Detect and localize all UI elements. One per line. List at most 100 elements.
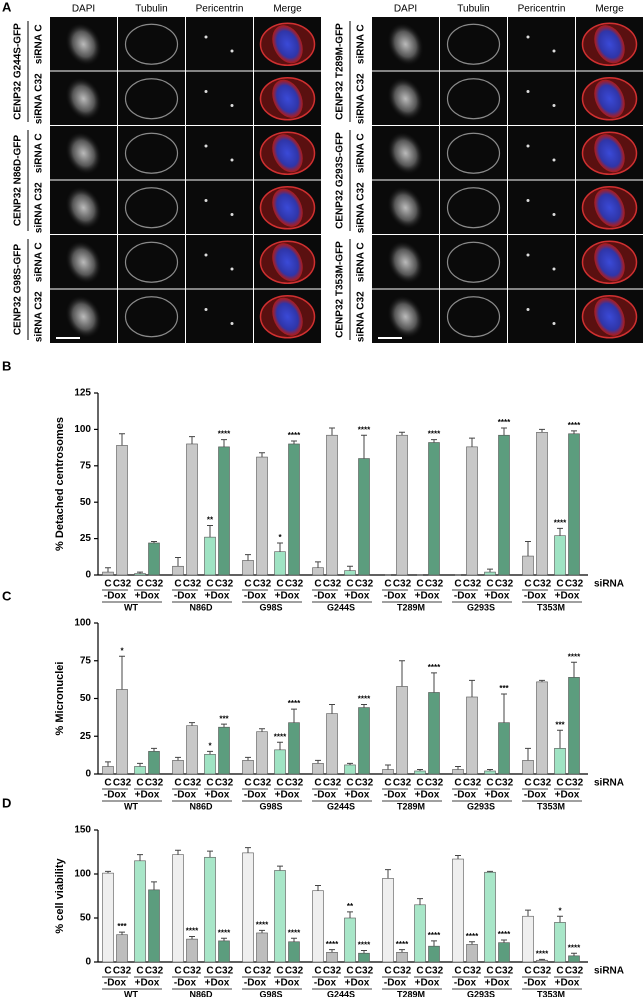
- bar: [396, 434, 408, 576]
- bar: [116, 689, 128, 775]
- error-bar: [137, 854, 143, 861]
- bar-label: C32: [355, 778, 374, 789]
- construct-label: CENP32 N86D-GFP: [13, 135, 24, 226]
- bar-label: C: [524, 579, 531, 590]
- spindle: [124, 296, 179, 338]
- micrograph: [118, 289, 185, 343]
- significance: ****: [428, 931, 441, 940]
- bar: [358, 952, 370, 963]
- bar-label: C32: [565, 778, 584, 789]
- bar-label: C32: [183, 966, 202, 977]
- significance: ****: [428, 663, 441, 672]
- x-tick-label: WT: [124, 989, 138, 997]
- construct-label: CENP32 G98S-GFP: [13, 244, 24, 335]
- bar: [466, 446, 478, 576]
- dox-label: +Dox: [275, 790, 300, 801]
- bar: [414, 770, 426, 775]
- channel-header: Tubulin: [457, 4, 489, 15]
- bar: [116, 445, 128, 576]
- bar: [522, 555, 534, 576]
- bar: [396, 686, 408, 775]
- error-bar: [525, 747, 531, 761]
- micrograph: [186, 71, 253, 125]
- bar-label: C32: [565, 579, 584, 590]
- dox-label: -Dox: [454, 978, 477, 989]
- x-tick-label: T353M: [537, 989, 565, 997]
- bar-label: C: [136, 778, 143, 789]
- bar: [218, 446, 230, 576]
- centrosome: [526, 90, 530, 93]
- bar-label: C: [486, 966, 493, 977]
- error-bar: [207, 750, 213, 755]
- error-bar: [175, 849, 181, 855]
- bar-label: C: [276, 966, 283, 977]
- error-bar: [455, 765, 461, 770]
- bar: [186, 938, 198, 963]
- error-bar: [487, 870, 493, 873]
- dox-label: +Dox: [485, 591, 510, 602]
- merge-dna: [594, 188, 625, 227]
- merge-dna: [272, 297, 303, 336]
- x-tick-label: N86D: [189, 989, 213, 997]
- micrograph: [118, 235, 185, 289]
- micrograph: [186, 180, 253, 234]
- bar-label: C32: [145, 778, 164, 789]
- channel-header: Merge: [273, 4, 302, 15]
- bar-label: C32: [565, 966, 584, 977]
- dox-label: -Dox: [244, 790, 267, 801]
- bar-label: C: [206, 966, 213, 977]
- bar: [256, 932, 268, 963]
- error-bar: [487, 768, 493, 771]
- bar-label: C: [416, 778, 423, 789]
- centrosome: [552, 158, 556, 162]
- micrograph: [508, 126, 575, 180]
- significance: *: [278, 533, 282, 542]
- chromosomes: [65, 241, 102, 284]
- dox-label: -Dox: [174, 978, 197, 989]
- error-bar: [431, 940, 437, 947]
- bar: [466, 944, 478, 963]
- chromosomes: [65, 23, 102, 66]
- significance: *: [208, 741, 212, 750]
- error-bar: [539, 958, 545, 961]
- bar: [288, 722, 300, 775]
- bar-label: C32: [463, 579, 482, 590]
- bar-label: C32: [393, 579, 412, 590]
- bar-label: C: [524, 778, 531, 789]
- dox-label: +Dox: [415, 790, 440, 801]
- x-tick-label: G244S: [327, 989, 355, 997]
- dox-label: -Dox: [174, 591, 197, 602]
- bar-label: C32: [215, 579, 234, 590]
- bar-label: C32: [253, 778, 272, 789]
- significance: ****: [554, 519, 567, 528]
- error-bar: [245, 554, 251, 561]
- error-bar: [315, 561, 321, 568]
- bar-label: C: [244, 579, 251, 590]
- bar: [102, 571, 114, 576]
- significance: ****: [498, 930, 511, 939]
- error-bar: [487, 568, 493, 573]
- bar: [204, 754, 216, 775]
- significance: ****: [358, 941, 371, 950]
- x-tick-label: G98S: [259, 801, 282, 811]
- micrograph: [440, 289, 507, 343]
- bar-label: C32: [393, 778, 412, 789]
- dox-label: +Dox: [135, 978, 160, 989]
- bar: [452, 858, 464, 963]
- bar: [172, 565, 184, 576]
- error-bar: [469, 679, 475, 697]
- bar: [256, 731, 268, 775]
- dox-label: +Dox: [275, 978, 300, 989]
- spindle: [446, 296, 501, 338]
- bar-label: C: [346, 778, 353, 789]
- significance: ***: [219, 714, 229, 723]
- dox-label: +Dox: [135, 591, 160, 602]
- dox-label: +Dox: [205, 591, 230, 602]
- significance: ****: [256, 920, 269, 929]
- micrograph: [440, 235, 507, 289]
- error-bar: [221, 723, 227, 728]
- bar-label: C32: [495, 579, 514, 590]
- bar: [428, 442, 440, 576]
- bar-label: C32: [463, 966, 482, 977]
- bar: [428, 692, 440, 775]
